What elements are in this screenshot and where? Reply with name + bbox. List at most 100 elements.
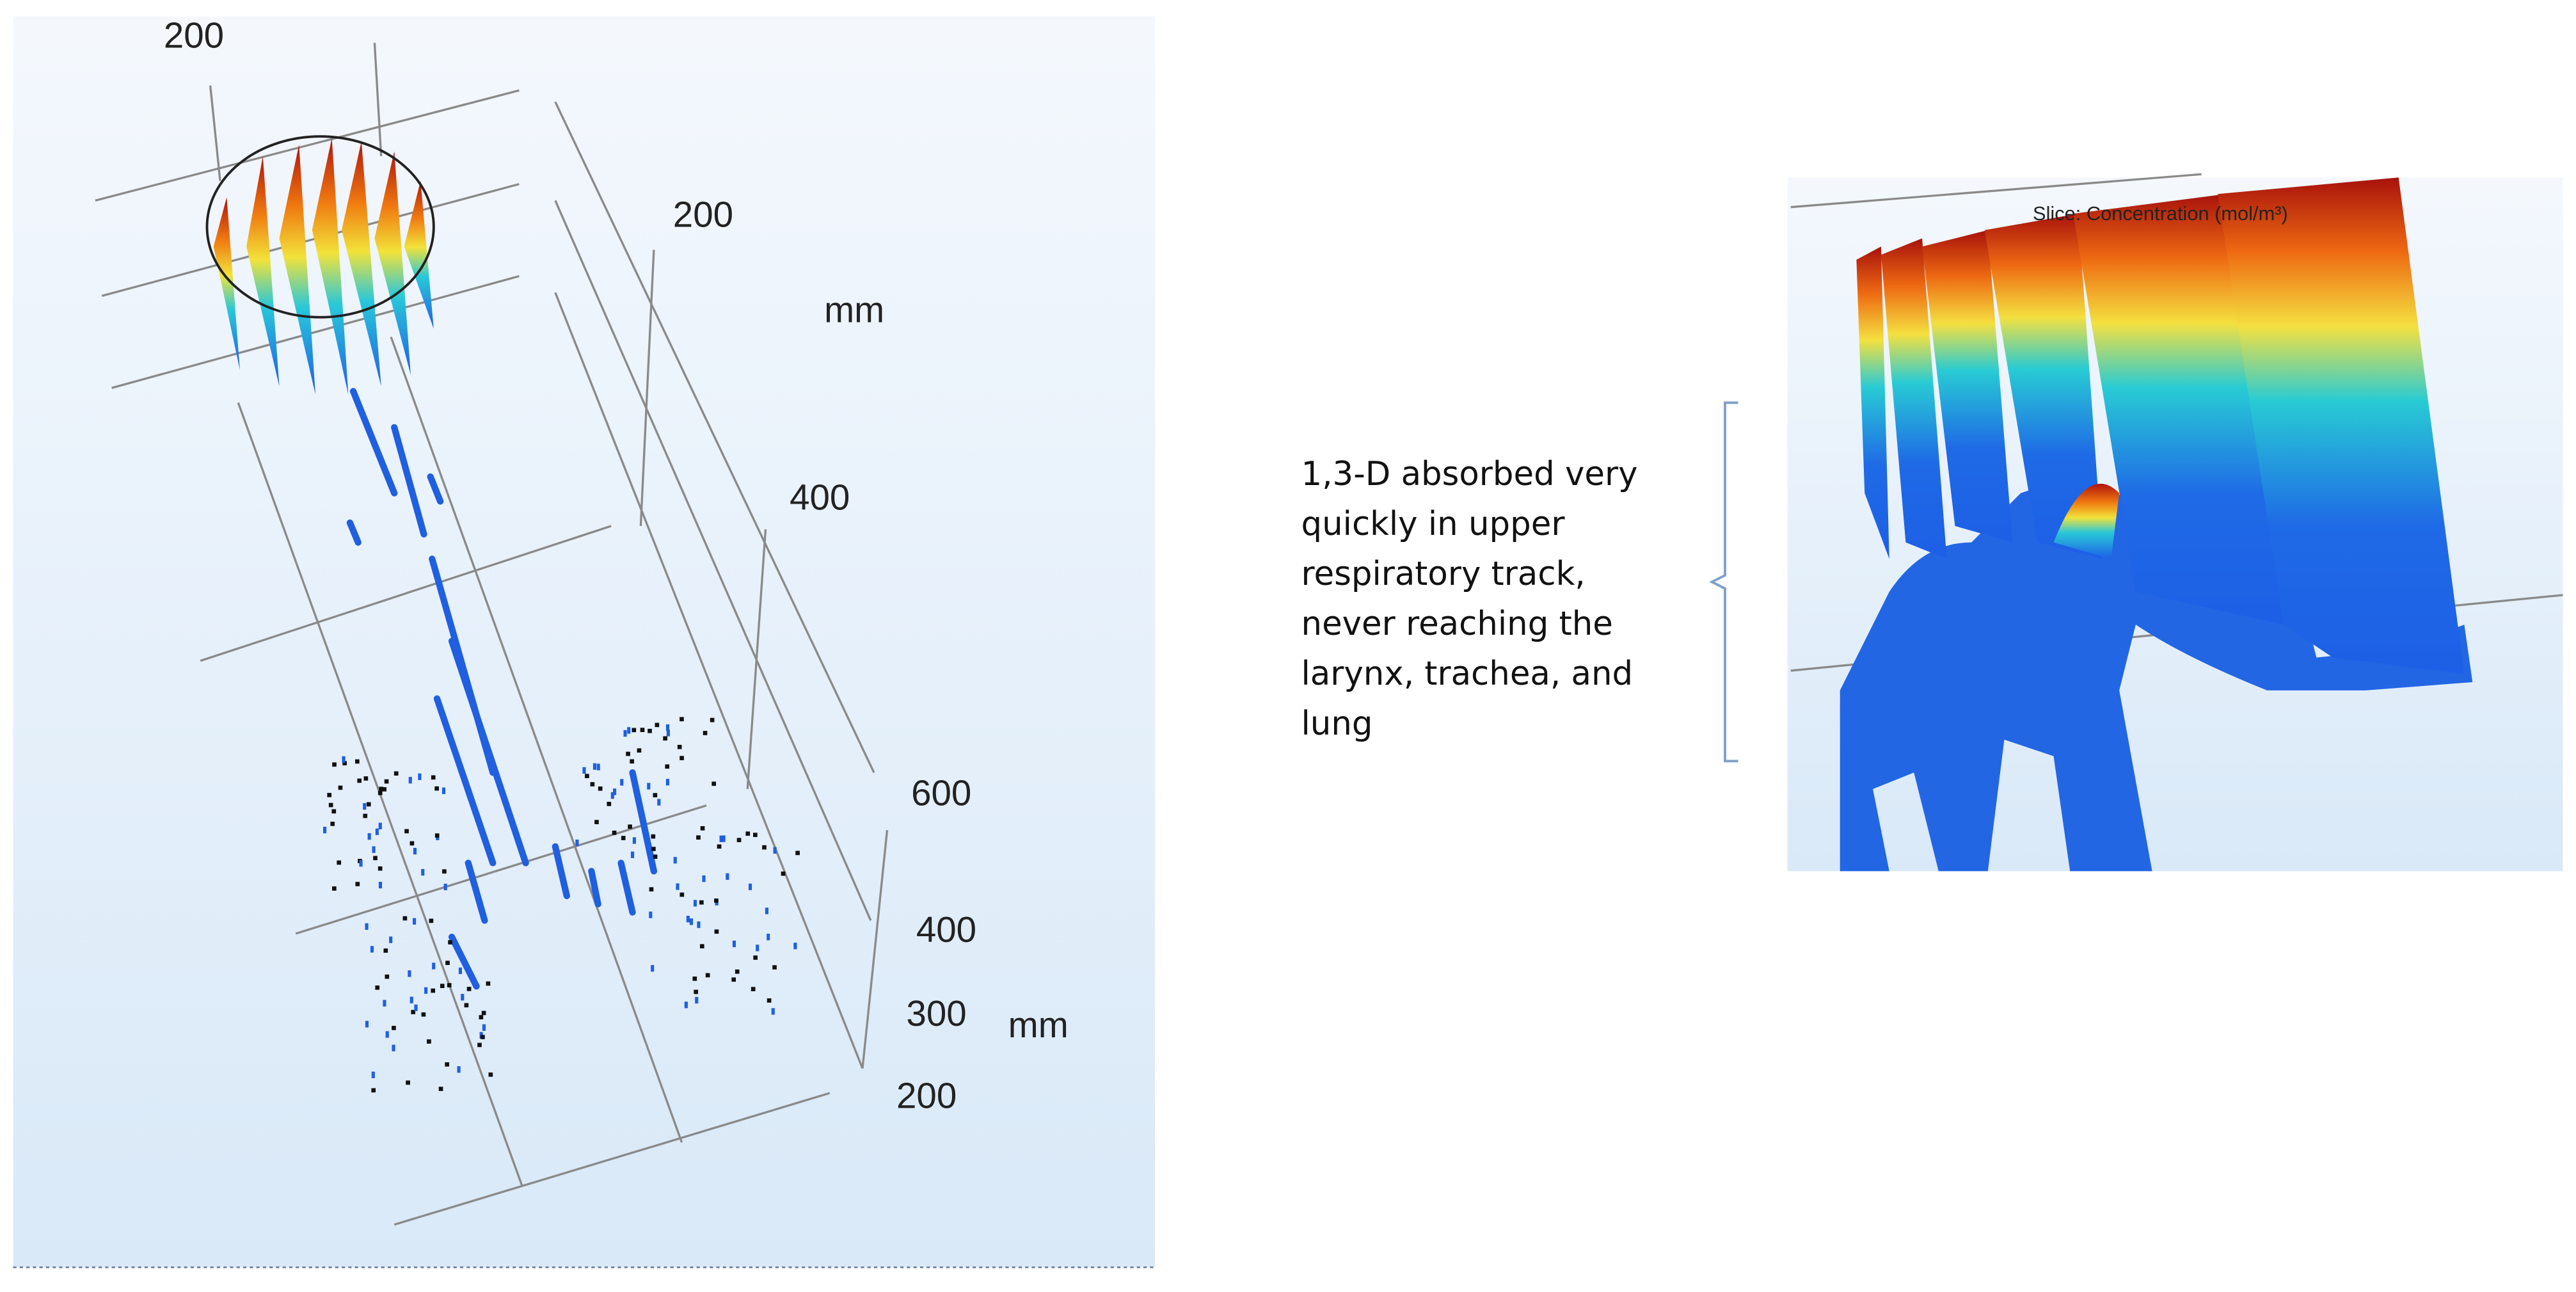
dot [651, 847, 656, 851]
dot [673, 857, 677, 864]
dot [355, 759, 360, 764]
dot [372, 846, 376, 853]
dot [378, 881, 383, 889]
dot [331, 809, 337, 814]
dot [731, 977, 736, 982]
dot [627, 727, 631, 734]
dot [375, 828, 379, 835]
dot [486, 981, 491, 986]
dot [680, 717, 684, 722]
dot [781, 871, 786, 876]
dot [647, 783, 651, 790]
dot [421, 868, 425, 876]
dot [359, 860, 363, 867]
dot [413, 847, 417, 855]
dot [699, 900, 704, 905]
dot [751, 987, 756, 991]
annotation-line: lung [1301, 705, 1373, 743]
dot [379, 786, 383, 792]
dot [697, 921, 701, 929]
dot [429, 918, 434, 923]
annotation-line: larynx, trachea, and [1301, 655, 1634, 693]
dot [626, 751, 630, 756]
dot [714, 898, 719, 903]
dot [466, 987, 472, 991]
dot [342, 761, 347, 765]
dot [736, 838, 742, 843]
dot [712, 781, 716, 786]
dot [488, 1072, 493, 1077]
dot [357, 778, 362, 783]
dot [418, 773, 422, 780]
dot [479, 1015, 484, 1019]
dot [367, 833, 371, 840]
dot [689, 918, 694, 925]
dot [409, 841, 415, 846]
dot [767, 998, 772, 1003]
dot [666, 730, 670, 737]
airway-body [1840, 476, 2473, 872]
dot [409, 996, 413, 1003]
dot [621, 836, 626, 840]
dot [402, 916, 408, 921]
dot [665, 779, 669, 786]
dot [594, 820, 599, 824]
dot [371, 1088, 376, 1093]
plot-title: Slice: Concentration (mol/m³) [2033, 202, 2288, 225]
dot [722, 835, 726, 842]
dot [702, 875, 706, 882]
dot [328, 802, 333, 808]
annotation-line: 1,3-D absorbed very [1301, 455, 1638, 493]
dot [630, 851, 635, 858]
dot [795, 850, 800, 856]
dot [434, 786, 439, 791]
dot [404, 829, 409, 834]
dot [383, 948, 388, 953]
dot [441, 787, 446, 794]
dot [651, 965, 655, 972]
dot [649, 911, 653, 918]
dot [431, 775, 436, 780]
nasal-fins [205, 135, 435, 395]
dot [392, 1044, 395, 1051]
dot [680, 756, 684, 760]
dot [406, 1080, 410, 1085]
dot [590, 782, 595, 786]
axis-label: 400 [916, 909, 976, 950]
dot [700, 826, 705, 831]
dot [445, 1062, 450, 1067]
dot [651, 834, 656, 839]
dot [637, 748, 642, 753]
dot [620, 779, 624, 786]
dot [771, 1008, 775, 1015]
dot [373, 856, 378, 861]
dot [337, 860, 342, 865]
dot [684, 1001, 688, 1009]
dot [767, 934, 770, 941]
dot [748, 883, 752, 891]
dot [431, 988, 436, 993]
dot [640, 728, 645, 732]
dot [457, 1066, 461, 1073]
dot [612, 788, 617, 795]
dot [693, 900, 697, 907]
dot [414, 1004, 418, 1011]
dot [710, 717, 715, 722]
dot [655, 722, 660, 728]
dot [575, 839, 579, 847]
dot [628, 824, 632, 829]
dot [793, 943, 797, 950]
axis-grid [95, 42, 889, 1226]
dot [582, 767, 586, 774]
axis-label: 300 [906, 993, 966, 1033]
dot [598, 786, 603, 791]
dot [330, 822, 335, 826]
dot [366, 802, 371, 807]
dot [440, 984, 445, 989]
dot [408, 777, 412, 784]
dot [657, 799, 661, 806]
particle-dots [322, 717, 800, 1093]
dot [461, 994, 465, 1001]
